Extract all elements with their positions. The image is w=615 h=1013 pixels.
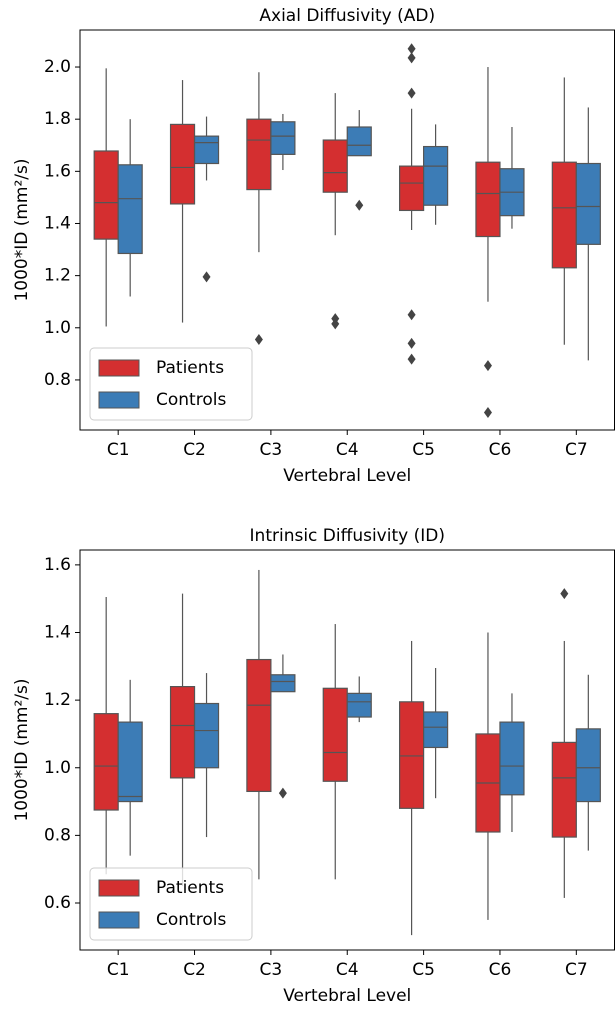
outlier — [407, 337, 416, 349]
box — [551, 741, 577, 838]
legend-label: Controls — [156, 390, 226, 410]
x-tick-label: C6 — [489, 960, 512, 980]
chart-title: Axial Diffusivity (AD) — [259, 6, 435, 26]
chart-title: Intrinsic Diffusivity (ID) — [250, 526, 445, 546]
x-tick-label: C5 — [412, 440, 435, 460]
y-axis-label: 1000*ID (mm²/s) — [12, 158, 32, 301]
box — [193, 135, 220, 165]
outlier — [355, 199, 364, 211]
y-axis-label: 1000*ID (mm²/s) — [12, 678, 32, 821]
y-tick-label: 1.2 — [44, 266, 71, 286]
x-tick-label: C2 — [183, 960, 206, 980]
legend-label: Patients — [156, 358, 224, 378]
outlier — [407, 43, 416, 55]
box — [169, 686, 196, 779]
x-tick-label: C6 — [489, 440, 512, 460]
box — [575, 728, 601, 803]
x-tick-label: C7 — [565, 440, 588, 460]
box — [270, 121, 296, 155]
outlier — [254, 334, 263, 346]
x-tick-label: C5 — [412, 960, 435, 980]
box — [193, 702, 220, 769]
legend-swatch — [98, 391, 140, 409]
x-tick-label: C7 — [565, 960, 588, 980]
y-tick-label: 2.0 — [44, 57, 71, 77]
box — [93, 150, 119, 240]
x-tick-label: C2 — [183, 440, 206, 460]
box — [117, 721, 143, 803]
box — [423, 145, 449, 206]
x-tick-label: C1 — [107, 440, 130, 460]
legend-swatch — [98, 879, 140, 897]
outlier — [483, 407, 492, 419]
box — [346, 126, 372, 157]
x-tick-label: C4 — [336, 960, 359, 980]
box — [346, 692, 372, 718]
x-tick-label: C4 — [336, 440, 359, 460]
y-tick-label: 1.6 — [44, 161, 71, 181]
x-axis-label: Vertebral Level — [283, 466, 411, 486]
box — [322, 687, 348, 782]
box — [322, 139, 348, 193]
outlier — [407, 52, 416, 64]
outlier — [278, 787, 287, 799]
x-tick-label: C3 — [260, 440, 283, 460]
outlier — [407, 309, 416, 321]
x-tick-label: C1 — [107, 960, 130, 980]
y-tick-label: 1.4 — [44, 213, 71, 233]
y-tick-label: 0.8 — [44, 825, 71, 845]
box — [399, 165, 425, 212]
y-tick-label: 1.0 — [44, 318, 71, 338]
box — [93, 713, 119, 811]
outlier — [407, 87, 416, 99]
outlier — [407, 353, 416, 365]
y-tick-label: 1.8 — [44, 109, 71, 129]
box — [499, 721, 525, 796]
box — [423, 711, 449, 749]
box — [399, 701, 425, 809]
y-tick-label: 0.6 — [44, 893, 71, 913]
legend-label: Controls — [156, 910, 226, 930]
x-axis-label: Vertebral Level — [283, 986, 411, 1006]
x-tick-label: C3 — [260, 960, 283, 980]
y-tick-label: 1.0 — [44, 758, 71, 778]
y-tick-label: 1.2 — [44, 690, 71, 710]
box — [169, 123, 196, 205]
y-tick-label: 1.4 — [44, 623, 71, 643]
box — [270, 674, 296, 693]
outlier — [331, 318, 340, 330]
legend-label: Patients — [156, 878, 224, 898]
box — [246, 118, 272, 191]
y-tick-label: 1.6 — [44, 555, 71, 575]
box — [575, 162, 601, 245]
y-tick-label: 0.8 — [44, 370, 71, 390]
outlier — [483, 360, 492, 372]
legend-swatch — [98, 359, 140, 377]
box — [246, 658, 272, 793]
outlier — [202, 271, 211, 283]
box — [117, 164, 143, 255]
legend-swatch — [98, 911, 140, 929]
box — [475, 161, 501, 238]
box — [551, 161, 577, 269]
outlier — [560, 588, 569, 600]
